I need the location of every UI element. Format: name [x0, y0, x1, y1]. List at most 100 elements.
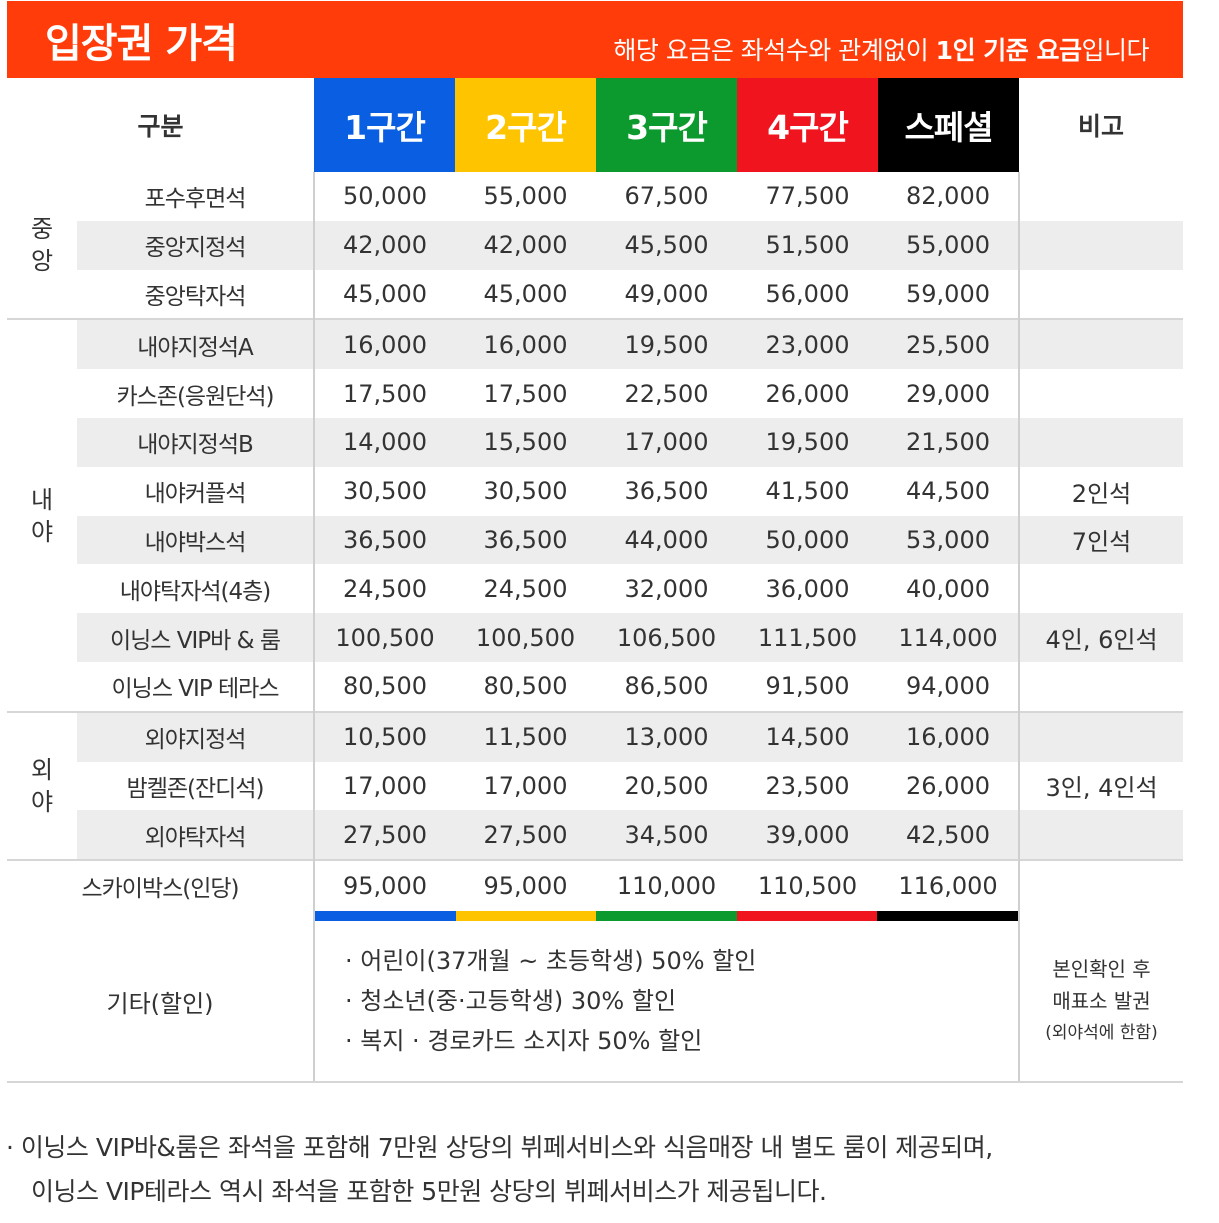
price-cell: 45,000: [483, 279, 568, 308]
price-cell: 50,000: [737, 515, 879, 565]
price-cell: 26,000: [765, 379, 850, 408]
seat-name: 내야지정석A: [77, 318, 315, 370]
discount-list: · 어린이(37개월 ~ 초등학생) 50% 할인 · 청소년(중·고등학생) 3…: [313, 921, 1021, 1084]
price-cell: 53,000: [878, 515, 1021, 565]
price-cell: 15,500: [455, 417, 597, 467]
price-cell: 36,000: [765, 574, 850, 603]
zone-color-zone3: [596, 911, 737, 922]
header-zone-4: 4구간: [737, 78, 879, 172]
price-cell: 106,500: [596, 613, 738, 662]
price-cell: 23,500: [765, 771, 850, 800]
page-title: 입장권 가격: [45, 21, 238, 67]
price-cell: 45,500: [596, 220, 738, 270]
remark-cell: 3인, 4인석: [1045, 774, 1158, 803]
discount-item: · 어린이(37개월 ~ 초등학생) 50% 할인: [345, 947, 757, 976]
remark-cell: [1019, 710, 1184, 762]
price-cell: 21,500: [878, 417, 1021, 467]
price-cell: 41,500: [765, 477, 850, 506]
table-row: 내야탁자석(4층) 24,500 24,500 32,000 36,000 40,000: [7, 564, 1183, 614]
zone-color-special: [877, 911, 1018, 922]
price-cell: 42,000: [455, 220, 597, 270]
title-banner: 입장권 가격 해당 요금은 좌석수와 관계없이 1인 기준 요금입니다: [7, 1, 1183, 78]
remark-cell: 4인, 6인석: [1019, 613, 1184, 662]
price-cell: 13,000: [596, 710, 738, 762]
remark-cell: [1019, 172, 1183, 221]
price-cell: 116,000: [878, 859, 1021, 912]
header-zone-1: 1구간: [314, 78, 456, 172]
price-cell: 50,000: [313, 172, 456, 221]
price-cell: 32,000: [624, 574, 709, 603]
price-cell: 17,000: [483, 771, 568, 800]
seat-name: 이닝스 VIP 테라스: [111, 676, 280, 703]
seat-name: 내야커플석: [144, 481, 247, 508]
price-cell: 17,500: [483, 379, 568, 408]
table-row: 중 앙 포수후면석 50,000 55,000 67,500 77,500 82,000: [7, 172, 1183, 275]
price-cell: 42,000: [313, 220, 456, 270]
header-zone-special: 스페셜: [878, 78, 1020, 172]
banner-note-bold: 1인 기준 요금: [935, 36, 1082, 65]
price-cell: 34,500: [596, 810, 738, 861]
table-row: 카스존(응원단석) 17,500 17,500 22,500 26,000 29,000: [7, 369, 1183, 418]
color-bar-row: [7, 911, 1183, 922]
remark-cell: 2인석: [1071, 479, 1132, 508]
discount-note-line: 매표소 발권: [1052, 989, 1151, 1014]
price-cell: 40,000: [878, 564, 1021, 614]
price-cell: 17,500: [313, 369, 456, 418]
zone-color-zone2: [455, 911, 597, 922]
price-cell: 19,500: [737, 417, 879, 467]
price-cell: 27,500: [313, 810, 456, 861]
seat-name: 내야지정석B: [77, 417, 315, 467]
seat-name: 내야박스석: [77, 515, 315, 565]
table-row: 이닝스 VIP 테라스 80,500 80,500 86,500 91,500 94,00…: [7, 661, 1183, 712]
remark-cell: 7인석: [1019, 515, 1184, 565]
discount-row: 기타(할인) · 어린이(37개월 ~ 초등학생) 50% 할인 · 청소년(중·고…: [7, 921, 1184, 1084]
group-label-outfield: 외 야: [7, 710, 77, 861]
price-cell: 49,000: [624, 279, 709, 308]
price-cell: 39,000: [737, 810, 879, 861]
seat-name: 내야탁자석(4층): [119, 578, 272, 605]
discount-item: · 청소년(중·고등학생) 30% 할인: [345, 987, 677, 1016]
remark-cell: [1019, 220, 1184, 270]
price-cell: 11,500: [455, 710, 597, 762]
price-cell: 26,000: [878, 761, 1021, 811]
price-cell: 30,500: [313, 466, 456, 516]
table-row: 내야박스석 36,500 36,500 44,000 50,000 53,000 7인석: [7, 515, 1184, 565]
banner-note: 해당 요금은 좌석수와 관계없이 1인 기준 요금입니다: [613, 31, 1149, 67]
price-cell: 29,000: [878, 369, 1021, 418]
remark-cell: [1019, 810, 1184, 861]
price-cell: 95,000: [455, 859, 597, 912]
price-cell: 42,500: [878, 810, 1021, 861]
price-cell: 56,000: [765, 279, 850, 308]
seat-name: 중앙탁자석: [144, 283, 247, 310]
remark-cell: [1019, 859, 1184, 912]
table-row: 이닝스 VIP바 & 룸 100,500 100,500 106,500 111,500…: [7, 613, 1184, 662]
table-row: 내야커플석 30,500 30,500 36,500 41,500 44,500 2인석: [7, 466, 1183, 516]
price-cell: 114,000: [878, 613, 1021, 662]
table-row: 중앙탁자석 45,000 45,000 49,000 56,000 59,000: [7, 269, 1183, 320]
table-row: 내 야 내야지정석A 16,000 16,000 19,500 23,000 25,500: [7, 318, 1184, 712]
price-cell: 55,000: [483, 182, 568, 211]
remark-cell: [1019, 318, 1184, 370]
price-cell: 45,000: [313, 269, 456, 320]
remark-cell: [1019, 369, 1183, 418]
price-cell: 23,000: [737, 318, 879, 370]
price-cell: 86,500: [624, 672, 709, 701]
discount-note: 본인확인 후 매표소 발권 (외야석에 한함): [1019, 921, 1184, 1084]
remark-cell: [1019, 564, 1183, 613]
price-cell: 80,500: [483, 672, 568, 701]
remark-cell: [1019, 417, 1184, 467]
seat-name: 포수후면석: [144, 186, 247, 213]
header-zone-3: 3구간: [596, 78, 738, 172]
remark-cell: [1019, 662, 1183, 712]
group-label-infield: 내 야: [7, 318, 77, 712]
header-gubun: 구분: [7, 78, 315, 172]
price-cell: 110,000: [596, 859, 738, 912]
price-cell: 55,000: [878, 220, 1021, 270]
table-row: 중앙지정석 42,000 42,000 45,500 51,500 55,000: [7, 220, 1184, 270]
price-cell: 20,500: [624, 771, 709, 800]
table-row: 외야탁자석 27,500 27,500 34,500 39,000 42,500: [7, 810, 1184, 861]
price-cell: 77,500: [765, 182, 850, 211]
price-cell: 16,000: [455, 318, 597, 370]
price-cell: 19,500: [596, 318, 738, 370]
price-cell: 22,500: [624, 379, 709, 408]
